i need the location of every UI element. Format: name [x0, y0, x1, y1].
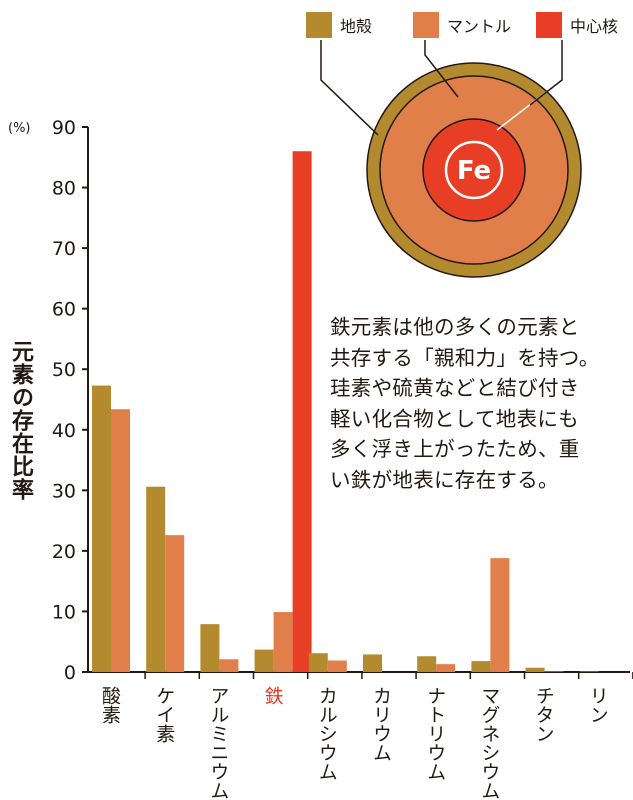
y-tick-label: 60 — [52, 299, 76, 321]
y-axis-label: 元素の存在比率 — [8, 340, 33, 501]
bar — [273, 612, 293, 672]
y-tick-label: 50 — [52, 359, 76, 381]
bar — [200, 624, 220, 672]
explanation-line: 鉄元素は他の多くの元素と — [330, 315, 580, 339]
x-tick-label: カリウム — [370, 686, 392, 762]
bar — [146, 486, 166, 672]
x-tick-label: マグネシウム — [478, 686, 500, 800]
core-label-ring — [444, 140, 504, 200]
legend-swatch-core — [536, 12, 562, 38]
bar — [254, 649, 274, 672]
x-tick-label: 酸素 — [99, 686, 121, 724]
bar — [363, 654, 382, 672]
core-layer — [422, 118, 526, 222]
y-tick-label: 20 — [52, 541, 76, 563]
bar — [525, 667, 545, 672]
y-tick-label: 70 — [52, 238, 76, 260]
legend-item-crust: 地殻 — [306, 10, 372, 40]
legend-item-core: 中心核 — [536, 10, 618, 40]
explanation-line: 軽い化合物として地表にも — [330, 406, 579, 431]
explanation-line: 多く浮き上がったため、重 — [330, 437, 580, 461]
bar — [92, 385, 111, 672]
bar — [436, 664, 456, 672]
legend-label-core: 中心核 — [570, 17, 619, 36]
legend-label-crust: 地殻 — [340, 17, 373, 36]
x-tick-label: リン — [587, 686, 609, 724]
bar — [490, 558, 510, 672]
x-tick-labels: 酸素 ケイ素 アルミニウム 鉄 カルシウム カリウム ナトリウム マグネシウム チタン リン — [99, 686, 609, 800]
bar — [579, 671, 599, 672]
y-axis-unit: (%) — [8, 121, 31, 136]
y-tick-label: 0 — [64, 662, 76, 684]
bar — [219, 659, 239, 672]
bar — [471, 661, 491, 672]
y-tick-label: 80 — [52, 178, 76, 200]
x-tick-label: 鉄 — [262, 686, 284, 705]
x-tick-label: カルシウム — [316, 686, 338, 781]
explanation-line: 共存する「親和力」を持つ。 — [330, 345, 600, 370]
earth-structure-diagram: Fe — [320, 40, 582, 278]
core-leader-line-outer — [529, 40, 563, 106]
bar — [308, 653, 328, 672]
y-tick-label: 10 — [52, 601, 76, 623]
explanation-line: 珪素や硫黄などと結び付き — [330, 376, 580, 400]
bar — [165, 535, 185, 672]
x-tick-label: ナトリウム — [424, 686, 446, 781]
legend-item-mantle: マントル — [413, 10, 511, 40]
core-element-label: Fe — [457, 156, 491, 186]
explanation-text: 鉄元素は他の多くの元素と 共存する「親和力」を持つ。 珪素や硫黄などと結び付き … — [330, 312, 630, 495]
mantle-leader-line — [424, 40, 459, 98]
legend-swatch-mantle — [413, 12, 439, 38]
y-tick-label: 30 — [52, 480, 76, 502]
x-tick-label: アルミニウム — [207, 686, 229, 800]
bar — [544, 671, 564, 672]
x-tick-label: チタン — [533, 686, 555, 743]
y-tick-label: 90 — [52, 117, 76, 139]
legend-swatch-crust — [306, 12, 332, 38]
legend-label-mantle: マントル — [447, 17, 512, 36]
chart-bars — [92, 151, 599, 672]
bar — [292, 151, 312, 672]
crust-leader-line — [320, 40, 379, 136]
bar — [327, 660, 347, 672]
bar — [417, 656, 437, 672]
x-tick-label: ケイ素 — [153, 686, 175, 743]
bar — [111, 409, 130, 672]
explanation-line: い鉄が地表に存在する。 — [330, 467, 559, 492]
y-tick-label: 40 — [52, 420, 76, 442]
